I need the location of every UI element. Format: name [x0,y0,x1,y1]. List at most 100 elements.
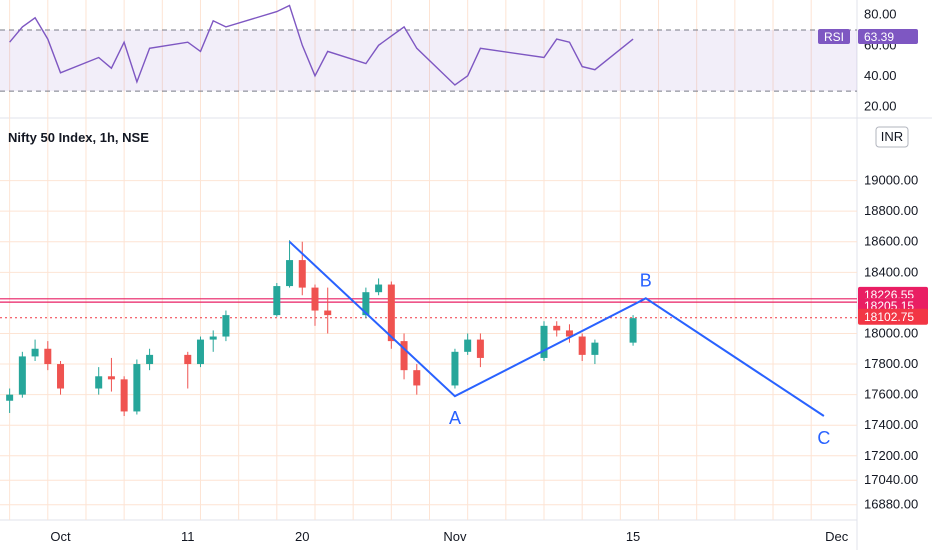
price-tick-label: 17800.00 [864,356,918,371]
candle [476,333,484,368]
symbol-title: Nifty 50 Index, 1h, NSE [8,130,149,145]
candle-body [209,336,217,340]
candle [400,333,408,380]
candle-body [31,348,39,357]
rsi-legend: RSI 63.39 [818,29,918,44]
candle [464,333,472,355]
candle [196,336,204,368]
wave-label-c: C [817,428,830,448]
candle-body [6,394,14,401]
candle [107,357,115,392]
rsi-tick-label: 20.00 [864,98,897,113]
candle-body [286,260,294,287]
elliott-wave-drawing: A B C [288,240,830,448]
price-tag-bg [858,308,928,325]
horizontal-levels [0,298,857,319]
candle-body [578,336,586,355]
time-tick-label: 11 [181,529,195,544]
candle [6,388,14,413]
candle [133,359,141,415]
price-axis: 19000.00 18800.00 18600.00 18400.00 18000.00… [818,7,928,512]
candle [273,283,281,317]
time-tick-label: Oct [50,529,71,544]
candle-body [273,286,281,316]
candle-body [451,351,459,386]
rsi-series [9,4,634,86]
candle-body [120,379,128,412]
price-tick-label: 18800.00 [864,203,918,218]
candle [324,287,332,334]
candle [222,310,230,342]
candle-body [375,284,383,293]
time-axis: Oct 11 20 Nov 15 Dec [50,529,848,544]
candle-body [400,341,408,371]
rsi-legend-label: RSI [824,30,844,44]
wave-path [288,240,825,417]
candle [553,321,561,337]
candle [298,241,306,296]
candle-body [133,364,141,412]
candle [629,315,637,346]
candle-body [629,318,637,343]
candle-body [298,260,306,288]
time-tick-label: Dec [825,529,849,544]
price-tag-label: 18102.75 [864,310,914,324]
candle [57,360,65,395]
candle-body [57,364,65,389]
candle [209,330,217,352]
wave-label-b: B [640,270,652,290]
candle-body [18,356,26,395]
candle-body [44,348,52,365]
price-tick-label: 16880.00 [864,497,918,512]
currency-button[interactable]: INR [875,126,909,148]
candle [18,351,26,398]
candle-body [565,330,573,337]
candle [565,324,573,343]
candle-body [413,370,421,386]
candle-body [591,342,599,355]
candle-body [311,287,319,311]
candle [451,348,459,389]
rsi-tick-label: 80.00 [864,7,897,22]
candle-body [553,325,561,331]
wave-label-a: A [449,408,461,428]
rsi-line [9,4,634,86]
candle-body [196,339,204,365]
candle [120,376,128,417]
candle-body [222,315,230,337]
candle-body [107,376,115,380]
candle [146,348,154,371]
candle-body [146,354,154,365]
candle-body [324,310,332,316]
candle-body [464,339,472,352]
time-tick-label: Nov [443,529,467,544]
rsi-legend-bg [818,29,850,44]
price-tick-label: 17040.00 [864,472,918,487]
candle-body [184,354,192,365]
candle [44,341,52,371]
price-tick-label: 18600.00 [864,234,918,249]
candle [591,339,599,365]
time-tick-label: 20 [295,529,309,544]
currency-label: INR [881,129,903,144]
price-tick-label: 19000.00 [864,173,918,188]
price-tick-label: 17600.00 [864,387,918,402]
candle-body [540,325,548,358]
candle [286,240,294,288]
candle-body [362,292,370,316]
candle-body [476,339,484,358]
candle [184,351,192,389]
rsi-tick-label: 40.00 [864,68,897,83]
candle [95,367,103,395]
rsi-value-label: 63.39 [864,30,894,44]
price-tag: 18102.75 [858,308,928,325]
candle [311,284,319,326]
candle [540,321,548,361]
candle-body [387,284,395,342]
candle [375,278,383,296]
price-tick-label: 18400.00 [864,264,918,279]
candle-body [95,376,103,389]
